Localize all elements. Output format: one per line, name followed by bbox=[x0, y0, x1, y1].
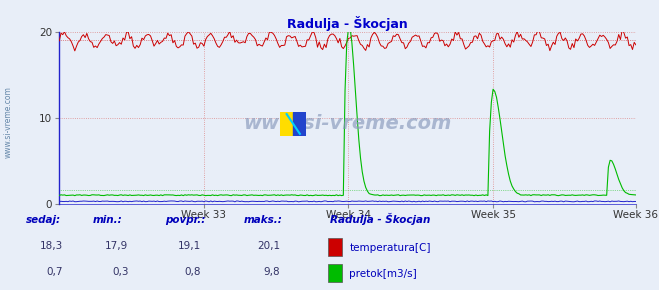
Text: 0,7: 0,7 bbox=[46, 267, 63, 277]
Text: 18,3: 18,3 bbox=[40, 241, 63, 251]
Bar bbox=[293, 112, 306, 136]
FancyBboxPatch shape bbox=[328, 264, 342, 282]
Text: 20,1: 20,1 bbox=[257, 241, 280, 251]
Text: maks.:: maks.: bbox=[244, 215, 283, 225]
Text: 19,1: 19,1 bbox=[178, 241, 201, 251]
Text: pretok[m3/s]: pretok[m3/s] bbox=[349, 269, 417, 279]
Text: Radulja - Škocjan: Radulja - Škocjan bbox=[330, 213, 430, 225]
Text: min.:: min.: bbox=[92, 215, 122, 225]
Title: Radulja - Škocjan: Radulja - Škocjan bbox=[287, 16, 408, 31]
FancyBboxPatch shape bbox=[328, 238, 342, 256]
Text: www.si-vreme.com: www.si-vreme.com bbox=[3, 86, 13, 158]
Text: povpr.:: povpr.: bbox=[165, 215, 205, 225]
Text: sedaj:: sedaj: bbox=[26, 215, 61, 225]
Text: www.si-vreme.com: www.si-vreme.com bbox=[243, 114, 452, 133]
Bar bbox=[280, 112, 293, 136]
Text: 0,8: 0,8 bbox=[185, 267, 201, 277]
Text: 17,9: 17,9 bbox=[105, 241, 129, 251]
Text: 9,8: 9,8 bbox=[264, 267, 280, 277]
Text: 0,3: 0,3 bbox=[112, 267, 129, 277]
Text: temperatura[C]: temperatura[C] bbox=[349, 243, 431, 253]
